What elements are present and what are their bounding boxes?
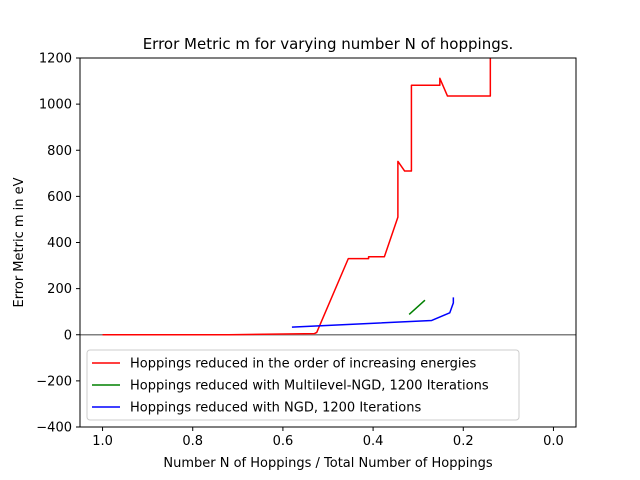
series-line-3 [291,297,455,328]
plot-area [80,58,576,336]
x-tick-label: 0.6 [273,434,294,449]
y-axis-label: Error Metric m in eV [12,177,27,307]
y-tick-label: −200 [36,374,72,389]
series-line-1 [102,58,492,336]
y-tick-label: 0 [64,328,72,343]
x-tick-label: 1.0 [92,434,113,449]
chart-title: Error Metric m for varying number N of h… [143,35,514,53]
legend-entry-3: Hoppings reduced with NGD, 1200 Iteratio… [130,401,421,416]
y-tick-label: 600 [47,190,72,205]
x-tick-label: 0.0 [543,434,564,449]
y-axis: −400 −200 0 200 400 600 800 1000 1200 [36,52,80,436]
x-axis-label: Number N of Hoppings / Total Number of H… [163,456,492,471]
x-tick-label: 0.8 [182,434,203,449]
x-axis: 1.0 0.8 0.6 0.4 0.2 0.0 [92,427,564,449]
y-tick-label: 1200 [39,52,72,67]
y-tick-label: 400 [47,236,72,251]
x-tick-label: 0.4 [363,434,384,449]
y-tick-label: 1000 [39,98,72,113]
legend-entry-1: Hoppings reduced in the order of increas… [130,357,476,372]
legend-entry-2: Hoppings reduced with Multilevel-NGD, 12… [130,379,489,394]
legend: Hoppings reduced in the order of increas… [86,349,520,421]
y-tick-label: 800 [47,144,72,159]
series-line-2 [408,299,426,316]
x-tick-label: 0.2 [453,434,474,449]
y-tick-label: 200 [47,282,72,297]
legend-box [86,349,520,421]
y-tick-label: −400 [36,421,72,436]
